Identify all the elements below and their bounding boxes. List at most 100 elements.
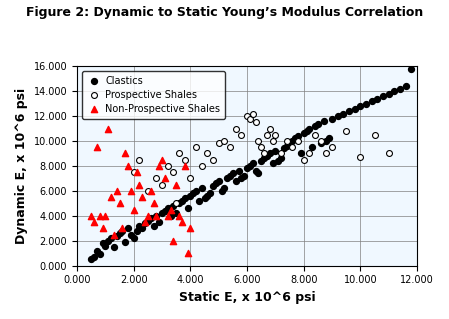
Prospective Shales: [289, 145, 296, 150]
Clastics: [258, 159, 265, 164]
Clastics: [255, 171, 262, 176]
Clastics: [317, 141, 324, 146]
Prospective Shales: [198, 163, 205, 168]
Clastics: [130, 236, 137, 241]
Clastics: [133, 228, 140, 233]
Prospective Shales: [323, 151, 330, 156]
Clastics: [119, 228, 126, 233]
Clastics: [221, 186, 228, 191]
Clastics: [156, 219, 163, 225]
Clastics: [150, 223, 157, 228]
Prospective Shales: [153, 176, 160, 181]
Prospective Shales: [300, 157, 308, 162]
Non-Prospective Shales: [96, 213, 103, 219]
Prospective Shales: [269, 138, 276, 144]
Clastics: [379, 93, 387, 99]
Clastics: [329, 116, 336, 121]
Non-Prospective Shales: [181, 163, 188, 168]
Non-Prospective Shales: [124, 163, 132, 168]
Prospective Shales: [371, 132, 378, 137]
Prospective Shales: [258, 145, 265, 150]
Prospective Shales: [260, 151, 268, 156]
Clastics: [141, 221, 149, 226]
Prospective Shales: [204, 151, 211, 156]
Clastics: [161, 208, 168, 213]
Non-Prospective Shales: [153, 213, 160, 219]
Non-Prospective Shales: [139, 195, 146, 200]
Clastics: [187, 193, 194, 198]
Clastics: [235, 168, 242, 174]
Prospective Shales: [266, 126, 273, 131]
Non-Prospective Shales: [144, 213, 151, 219]
Prospective Shales: [295, 138, 302, 144]
Prospective Shales: [317, 138, 324, 144]
Prospective Shales: [158, 182, 166, 187]
Prospective Shales: [193, 145, 200, 150]
Clastics: [408, 66, 415, 71]
Prospective Shales: [329, 145, 336, 150]
Clastics: [210, 183, 217, 189]
Prospective Shales: [187, 176, 194, 181]
Clastics: [362, 101, 370, 106]
Prospective Shales: [385, 151, 392, 156]
Clastics: [201, 196, 208, 201]
Non-Prospective Shales: [93, 145, 101, 150]
Prospective Shales: [210, 157, 217, 162]
Clastics: [127, 232, 134, 237]
Prospective Shales: [144, 188, 151, 193]
Non-Prospective Shales: [167, 207, 174, 212]
Non-Prospective Shales: [122, 151, 129, 156]
Clastics: [204, 193, 211, 198]
Clastics: [263, 153, 270, 159]
Clastics: [314, 121, 321, 126]
Clastics: [326, 136, 333, 141]
Clastics: [232, 178, 239, 183]
Prospective Shales: [343, 129, 350, 134]
Clastics: [396, 86, 404, 91]
Prospective Shales: [238, 132, 245, 137]
Non-Prospective Shales: [127, 188, 134, 193]
Prospective Shales: [306, 151, 313, 156]
Clastics: [178, 198, 185, 204]
Clastics: [312, 123, 319, 129]
Clastics: [207, 191, 214, 196]
Clastics: [102, 243, 109, 248]
Clastics: [295, 133, 302, 138]
Clastics: [124, 226, 132, 231]
Non-Prospective Shales: [102, 213, 109, 219]
Clastics: [286, 141, 293, 146]
Clastics: [260, 156, 268, 161]
Non-Prospective Shales: [178, 219, 185, 225]
Non-Prospective Shales: [99, 226, 106, 231]
Clastics: [144, 218, 151, 223]
Prospective Shales: [357, 155, 364, 160]
Clastics: [306, 126, 313, 131]
Clastics: [351, 106, 358, 111]
Prospective Shales: [243, 114, 251, 119]
Clastics: [116, 231, 123, 236]
Clastics: [167, 213, 174, 219]
Clastics: [252, 168, 259, 174]
Clastics: [283, 144, 291, 149]
Clastics: [357, 103, 364, 108]
Prospective Shales: [232, 126, 239, 131]
Prospective Shales: [272, 132, 279, 137]
Non-Prospective Shales: [158, 157, 166, 162]
Prospective Shales: [247, 116, 254, 121]
Clastics: [269, 161, 276, 166]
Clastics: [218, 188, 225, 193]
Clastics: [193, 188, 200, 193]
Clastics: [215, 178, 222, 183]
Non-Prospective Shales: [141, 219, 149, 225]
Clastics: [368, 99, 375, 104]
Clastics: [153, 213, 160, 219]
Clastics: [402, 84, 409, 89]
Non-Prospective Shales: [172, 182, 180, 187]
Clastics: [172, 211, 180, 216]
Clastics: [229, 171, 237, 176]
Legend: Clastics, Prospective Shales, Non-Prospective Shales: Clastics, Prospective Shales, Non-Prospe…: [82, 71, 225, 118]
Clastics: [212, 181, 220, 186]
Clastics: [170, 203, 177, 208]
Clastics: [272, 148, 279, 153]
Clastics: [198, 186, 205, 191]
